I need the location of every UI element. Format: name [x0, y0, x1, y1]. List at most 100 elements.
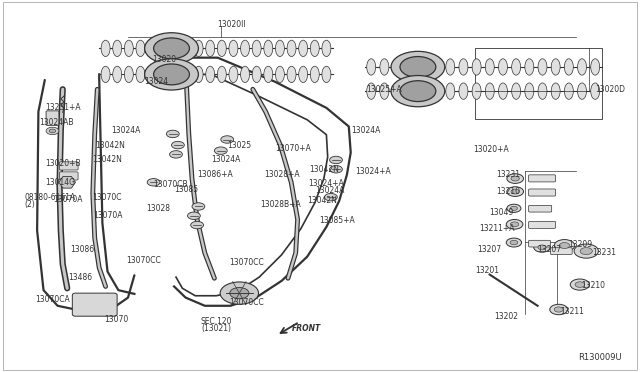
Ellipse shape [591, 83, 600, 99]
Ellipse shape [485, 83, 494, 99]
Ellipse shape [406, 83, 415, 99]
Ellipse shape [419, 59, 428, 75]
FancyBboxPatch shape [529, 240, 550, 247]
Text: 13070CB: 13070CB [154, 180, 188, 189]
Circle shape [506, 238, 522, 247]
Circle shape [391, 76, 445, 107]
FancyBboxPatch shape [529, 205, 552, 212]
Text: 13210: 13210 [496, 187, 520, 196]
Ellipse shape [113, 66, 122, 83]
Ellipse shape [511, 59, 520, 75]
Circle shape [49, 129, 56, 133]
Text: 13024A: 13024A [211, 155, 241, 164]
FancyBboxPatch shape [46, 111, 59, 125]
Circle shape [192, 203, 205, 210]
Ellipse shape [367, 83, 376, 99]
Circle shape [147, 179, 160, 186]
Text: 13014G: 13014G [45, 178, 75, 187]
Ellipse shape [113, 40, 122, 57]
Ellipse shape [252, 66, 261, 83]
Ellipse shape [182, 40, 191, 57]
Text: 13024A: 13024A [111, 126, 141, 135]
Circle shape [511, 189, 520, 194]
Ellipse shape [538, 83, 547, 99]
Ellipse shape [551, 83, 560, 99]
Text: 13070CC: 13070CC [229, 258, 264, 267]
Ellipse shape [205, 66, 214, 83]
Text: 13070CA: 13070CA [35, 295, 70, 304]
Ellipse shape [124, 40, 133, 57]
Circle shape [580, 248, 593, 254]
Ellipse shape [287, 40, 296, 57]
Text: 13028B+A: 13028B+A [260, 200, 301, 209]
Ellipse shape [299, 66, 308, 83]
Ellipse shape [182, 66, 191, 83]
Ellipse shape [393, 59, 402, 75]
Text: 13086: 13086 [70, 245, 95, 254]
Text: 13070: 13070 [104, 315, 129, 324]
Text: 13207: 13207 [477, 245, 501, 254]
Circle shape [511, 206, 518, 210]
Ellipse shape [101, 40, 110, 57]
Ellipse shape [148, 66, 157, 83]
Ellipse shape [218, 40, 227, 57]
Ellipse shape [310, 40, 319, 57]
Ellipse shape [194, 66, 203, 83]
Circle shape [570, 279, 589, 290]
Text: 13210: 13210 [581, 281, 605, 290]
Ellipse shape [406, 59, 415, 75]
Text: 13024+A: 13024+A [355, 167, 391, 176]
Text: 13085+A: 13085+A [319, 216, 355, 225]
Circle shape [145, 59, 198, 90]
Ellipse shape [472, 83, 481, 99]
Text: 13024: 13024 [144, 77, 168, 86]
Text: 13042N: 13042N [309, 165, 339, 174]
Ellipse shape [446, 83, 455, 99]
Circle shape [230, 288, 249, 299]
Circle shape [330, 166, 342, 173]
Text: 13211+A: 13211+A [479, 224, 514, 233]
Text: 13042N: 13042N [92, 155, 122, 164]
Text: 13207: 13207 [538, 245, 562, 254]
Circle shape [400, 81, 436, 102]
Ellipse shape [136, 66, 145, 83]
Polygon shape [59, 176, 76, 188]
Ellipse shape [241, 66, 250, 83]
FancyBboxPatch shape [529, 175, 556, 182]
Ellipse shape [472, 59, 481, 75]
Ellipse shape [564, 59, 573, 75]
Text: 13042N: 13042N [95, 141, 125, 150]
Text: 13070A: 13070A [93, 211, 123, 220]
Text: 13028+A: 13028+A [264, 170, 300, 179]
Circle shape [324, 193, 337, 201]
Circle shape [507, 187, 524, 196]
Ellipse shape [485, 59, 494, 75]
Ellipse shape [525, 83, 534, 99]
Circle shape [166, 130, 179, 138]
Ellipse shape [380, 83, 389, 99]
Text: 13070CC: 13070CC [126, 256, 161, 265]
Ellipse shape [136, 40, 145, 57]
Circle shape [554, 240, 575, 251]
Ellipse shape [459, 83, 468, 99]
Circle shape [506, 219, 523, 229]
FancyBboxPatch shape [60, 162, 78, 170]
Text: 13201: 13201 [475, 266, 499, 275]
Ellipse shape [499, 83, 508, 99]
Ellipse shape [322, 40, 331, 57]
Circle shape [220, 282, 259, 304]
Text: 13020+B: 13020+B [45, 159, 81, 168]
Ellipse shape [287, 66, 296, 83]
Ellipse shape [264, 40, 273, 57]
Circle shape [575, 282, 585, 287]
Circle shape [507, 174, 524, 183]
Circle shape [154, 64, 189, 85]
Ellipse shape [367, 59, 376, 75]
Ellipse shape [275, 40, 284, 57]
Text: 13231+A: 13231+A [45, 103, 81, 112]
Text: 13025: 13025 [227, 141, 252, 150]
Ellipse shape [591, 59, 600, 75]
Circle shape [330, 156, 342, 164]
Circle shape [221, 136, 234, 143]
Text: 13025+A: 13025+A [366, 85, 402, 94]
